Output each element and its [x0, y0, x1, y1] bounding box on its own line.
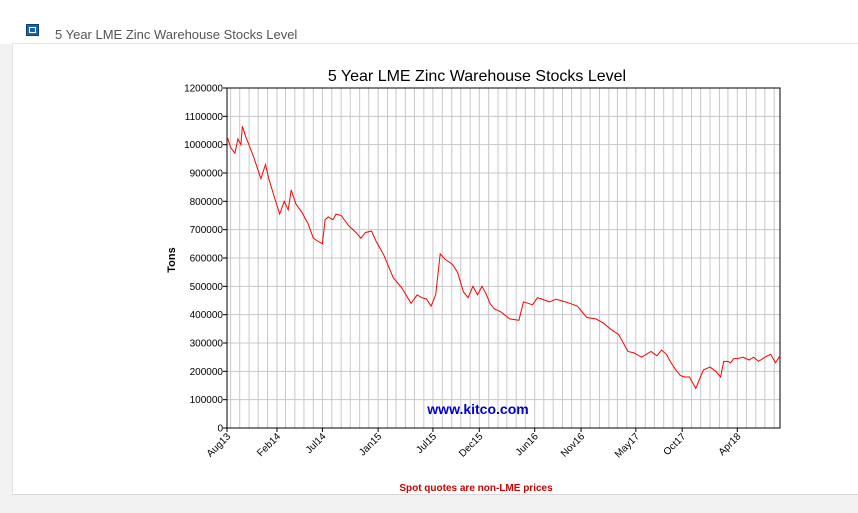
y-tick-label: 1000000 [184, 140, 223, 151]
y-tick-label: 100000 [190, 395, 224, 406]
x-tick-label: Jul15 [414, 431, 439, 456]
x-tick-label: Aug13 [205, 431, 234, 460]
widget-header: 5 Year LME Zinc Warehouse Stocks Level [0, 0, 858, 44]
x-tick-label: Apr18 [717, 431, 744, 458]
y-tick-label: 700000 [190, 225, 224, 236]
y-tick-label: 0 [217, 424, 223, 435]
y-tick-label: 400000 [190, 310, 224, 321]
x-tick-label: Nov16 [559, 431, 588, 460]
chart-title: 5 Year LME Zinc Warehouse Stocks Level [328, 68, 626, 85]
x-tick-label: Jun16 [514, 431, 541, 458]
y-tick-label: 200000 [190, 367, 224, 378]
x-tick-label: Feb14 [255, 431, 283, 459]
y-tick-label: 800000 [190, 197, 224, 208]
y-tick-label: 600000 [190, 254, 224, 265]
x-tick-label: May17 [613, 431, 642, 460]
y-axis: 0 100000 200000 300000 400000 500000 600000 700… [184, 84, 227, 435]
y-tick-label: 900000 [190, 169, 224, 180]
y-axis-label: Tons [166, 247, 178, 272]
stock-level-line [226, 126, 781, 390]
x-tick-label: Jul14 [304, 431, 329, 456]
y-tick-label: 300000 [190, 339, 224, 350]
x-tick-label: Oct17 [662, 431, 689, 458]
x-axis: Aug13 Feb14 Jul14 Jan15 Jul15 Dec15 Jun16 Nov16… [205, 428, 744, 460]
y-tick-label: 1100000 [185, 112, 224, 123]
grid-lines [227, 88, 780, 428]
y-tick-label: 500000 [190, 282, 224, 293]
y-tick-label: 1200000 [184, 84, 223, 95]
x-tick-label: Dec15 [457, 431, 486, 460]
chart-link-icon[interactable] [26, 24, 39, 36]
x-tick-label: Jan15 [357, 431, 384, 458]
widget-title: 5 Year LME Zinc Warehouse Stocks Level [55, 27, 298, 42]
watermark-text[interactable]: www.kitco.com [426, 401, 528, 417]
footer-note: Spot quotes are non-LME prices [399, 483, 553, 494]
